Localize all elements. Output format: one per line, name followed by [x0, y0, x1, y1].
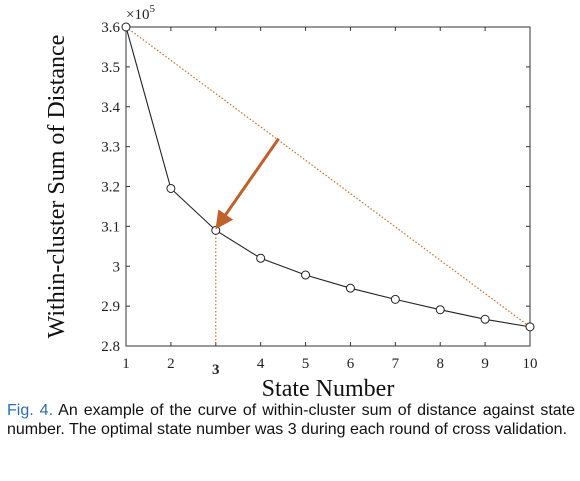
- x-tick-label: 2: [167, 356, 175, 372]
- chart-figure: 2.8 2.9 3 3.1 3.2 3.3 3.4 3.5 3.6 1 2 3 4 5 6 7 8 9 10 ×105…: [44, 3, 538, 400]
- y-tick-label: 3.3: [101, 140, 120, 156]
- data-point: [435, 305, 445, 315]
- data-point: [345, 283, 355, 293]
- series-line: [125, 26, 531, 328]
- line-chart: 2.8 2.9 3 3.1 3.2 3.3 3.4 3.5 3.6 1 2 3 4 5 6 7 8 9 10 ×105…: [44, 3, 538, 400]
- data-point: [256, 253, 266, 263]
- caption-text: An example of the curve of within-cluste…: [7, 402, 576, 438]
- x-tick-label: 5: [302, 356, 310, 372]
- x-axis-title: State Number: [262, 376, 395, 400]
- y-tick-label: 3.4: [101, 100, 120, 116]
- plot-frame: [125, 26, 531, 347]
- y-tick-label: 3: [113, 259, 121, 275]
- elbow-arrow: [215, 137, 280, 230]
- x-tick-label: 4: [257, 356, 265, 372]
- y-tick-label: 3.2: [101, 180, 120, 196]
- data-point: [121, 22, 131, 32]
- x-tick-label: 7: [392, 356, 400, 372]
- y-tick-label: 3.5: [101, 60, 120, 76]
- figure-caption: Fig. 4. An example of the curve of withi…: [7, 401, 575, 439]
- data-point: [525, 322, 535, 332]
- x-tick-label: 6: [347, 356, 355, 372]
- x-tick-label: 9: [481, 356, 489, 372]
- caption-label: Fig. 4.: [7, 402, 54, 419]
- y-tick-label: 3.1: [101, 219, 120, 235]
- x-tick-label: 8: [436, 356, 444, 372]
- x-tick-label-highlighted: 3: [212, 362, 220, 378]
- data-point: [211, 225, 221, 235]
- y-multiplier-label: ×105: [126, 3, 155, 23]
- x-tick-label: 1: [122, 356, 130, 372]
- y-axis-title: Within-cluster Sum of Distance: [44, 35, 70, 339]
- y-tick-label: 2.9: [101, 299, 120, 315]
- data-point: [480, 314, 490, 324]
- y-tick-label: 2.8: [101, 339, 120, 355]
- data-point: [390, 294, 400, 304]
- data-point: [301, 270, 311, 280]
- y-tick-label: 3.6: [101, 20, 120, 36]
- data-point: [166, 183, 176, 193]
- x-tick-label: 10: [523, 356, 538, 372]
